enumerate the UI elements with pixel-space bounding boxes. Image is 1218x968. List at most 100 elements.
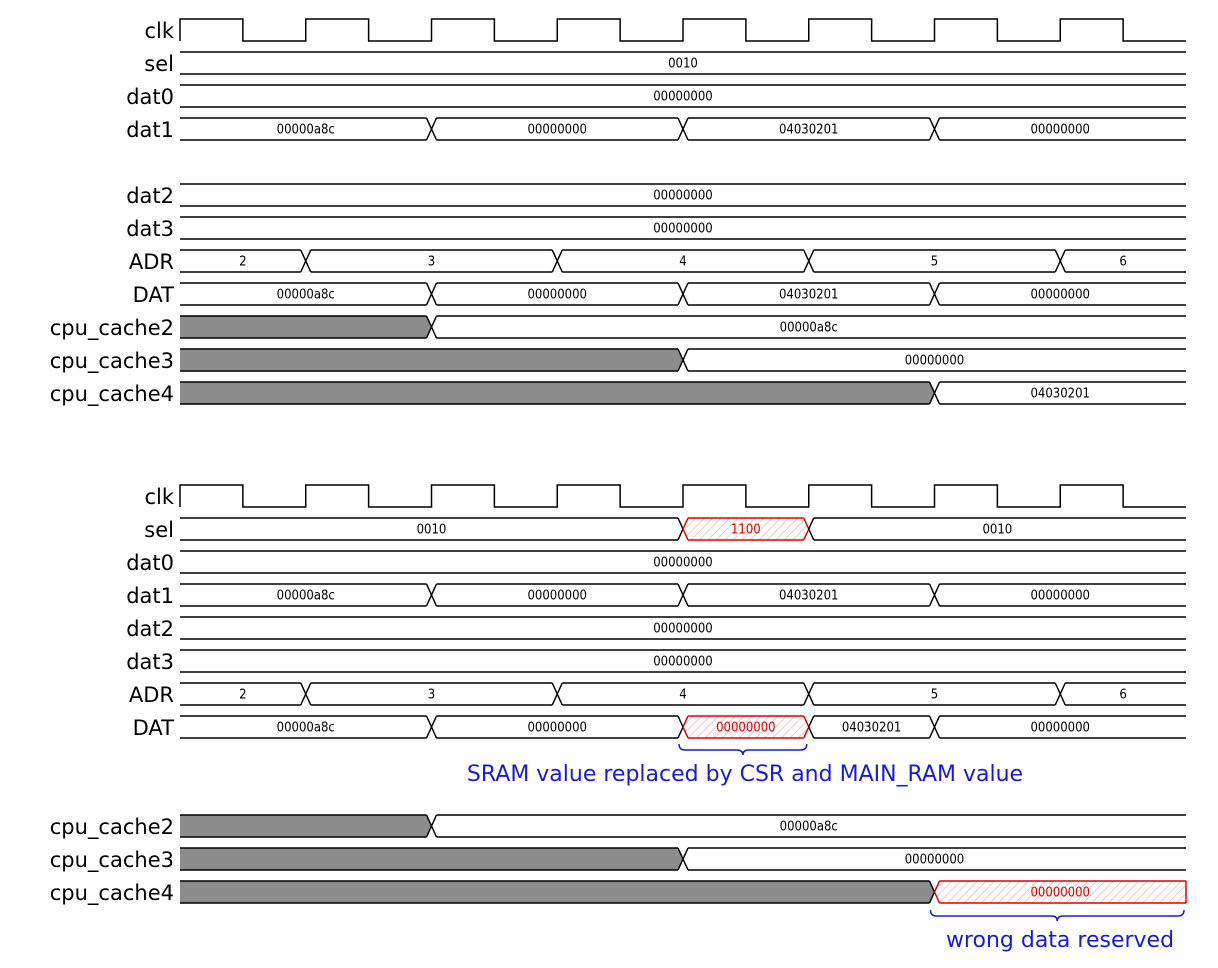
- signal-label-sel: sel: [144, 518, 174, 542]
- value-segment-fill: [180, 518, 683, 540]
- transition-edge: [551, 260, 558, 273]
- transition-edge: [808, 249, 815, 262]
- signal-adr-row: ADR 2 3 4 5 6: [129, 249, 1186, 274]
- transition-edge: [425, 117, 433, 130]
- segment-value: 00000000: [1030, 288, 1090, 303]
- transition-edge: [425, 814, 433, 827]
- clock-waveform: [179, 484, 1186, 508]
- transition-edge: [928, 282, 936, 295]
- transition-edge: [425, 326, 433, 339]
- segment-value: 00000a8c: [780, 820, 838, 835]
- transition-edge: [928, 726, 936, 739]
- value-segment-fill: [557, 683, 809, 705]
- transition-edge: [682, 583, 689, 596]
- transition-edge: [430, 715, 438, 728]
- value-segment-fill: [683, 283, 935, 305]
- signal-cpu-cache3-row: cpu_cache3 00000000: [50, 847, 1186, 873]
- value-segment-fill: [180, 52, 1186, 74]
- transition-edge: [933, 282, 941, 295]
- transition-edge: [551, 249, 558, 262]
- transition-edge: [803, 528, 810, 541]
- signal-cpu-cache4-row: cpu_cache4 04030201: [50, 381, 1186, 407]
- transition-edge: [803, 693, 810, 706]
- transition-edge: [300, 249, 307, 262]
- undefined-segment-fill: [180, 881, 935, 903]
- segment-value: 00000000: [527, 589, 587, 604]
- segment-value: 00000000: [653, 556, 713, 571]
- segment-value: 0010: [982, 523, 1012, 538]
- segment-value: 00000a8c: [277, 589, 335, 604]
- transition-edge: [933, 715, 941, 728]
- signal-label-dat: DAT: [133, 716, 175, 740]
- signal-dat3-row: dat3 00000000: [126, 649, 1186, 674]
- transition-edge: [305, 249, 312, 262]
- transition-edge: [808, 260, 815, 273]
- transition-edge: [808, 517, 815, 530]
- transition-edge: [808, 528, 815, 541]
- transition-edge: [682, 726, 689, 739]
- value-segment-fill: [180, 250, 306, 272]
- transition-edge: [808, 693, 815, 706]
- transition-edge: [1054, 249, 1061, 262]
- signal-label-dat1: dat1: [126, 118, 174, 142]
- segment-value: 00000000: [653, 189, 713, 204]
- segment-value: 00000000: [527, 288, 587, 303]
- segment-value: 00000000: [527, 721, 587, 736]
- transition-edge: [803, 715, 810, 728]
- value-segment-fill: [180, 584, 432, 606]
- transition-edge: [305, 693, 312, 706]
- value-segment-fill: [1060, 250, 1186, 272]
- transition-edge: [928, 891, 936, 904]
- signal-label-adr: ADR: [129, 683, 174, 707]
- signal-dat1-row: dat1 00000a8c 00000000 04030201 00000000: [126, 583, 1186, 608]
- segment-value: 6: [1119, 255, 1126, 270]
- signal-label-dat1: dat1: [126, 584, 174, 608]
- transition-edge: [682, 359, 689, 372]
- undefined-segment-fill: [180, 316, 432, 338]
- segment-value: 3: [428, 255, 435, 270]
- transition-edge: [677, 858, 684, 871]
- value-segment-fill: [1060, 683, 1186, 705]
- transition-edge: [425, 726, 433, 739]
- value-segment-fill: [808, 716, 935, 738]
- signal-dat0-row: dat0 00000000: [126, 550, 1186, 575]
- transition-edge: [425, 715, 433, 728]
- transition-edge: [430, 326, 438, 339]
- value-segment-fill: [180, 551, 1186, 573]
- transition-edge: [682, 847, 689, 860]
- segment-value: 00000000: [1030, 721, 1090, 736]
- signal-cpu-cache4-row: cpu_cache4 00000000: [50, 880, 1187, 906]
- value-segment-fill: [808, 683, 1061, 705]
- signal-label-cpu-cache3: cpu_cache3: [50, 848, 174, 873]
- error-segment-fill: [683, 518, 809, 540]
- value-segment-fill: [808, 518, 1186, 540]
- value-segment-fill: [431, 716, 683, 738]
- segment-value: 00000000: [653, 622, 713, 637]
- transition-edge: [808, 715, 815, 728]
- segment-value: 04030201: [779, 288, 839, 303]
- transition-edge: [300, 682, 307, 695]
- transition-edge: [677, 359, 684, 372]
- segment-value: 4: [679, 255, 686, 270]
- signal-dat0-row: dat0 00000000: [126, 84, 1186, 109]
- transition-edge: [305, 260, 312, 273]
- signal-clk-row: clk: [144, 18, 1186, 43]
- transition-edge: [425, 128, 433, 141]
- value-segment-fill: [557, 250, 809, 272]
- transition-edge: [556, 260, 563, 273]
- segment-value: 4: [679, 688, 686, 703]
- signal-label-dat0: dat0: [126, 85, 174, 109]
- signal-label-cpu-cache2: cpu_cache2: [50, 815, 174, 840]
- segment-value: 04030201: [779, 123, 839, 138]
- segment-value: 0010: [417, 523, 447, 538]
- transition-edge: [430, 814, 438, 827]
- signal-cpu-cache2-row: cpu_cache2 00000a8c: [50, 814, 1186, 840]
- transition-edge: [1054, 693, 1061, 706]
- signal-label-adr: ADR: [129, 250, 174, 274]
- transition-edge: [682, 715, 689, 728]
- signal-adr-row: ADR 2 3 4 5 6: [129, 682, 1186, 707]
- transition-edge: [928, 594, 936, 607]
- transition-edge: [933, 381, 941, 394]
- transition-edge: [677, 517, 684, 530]
